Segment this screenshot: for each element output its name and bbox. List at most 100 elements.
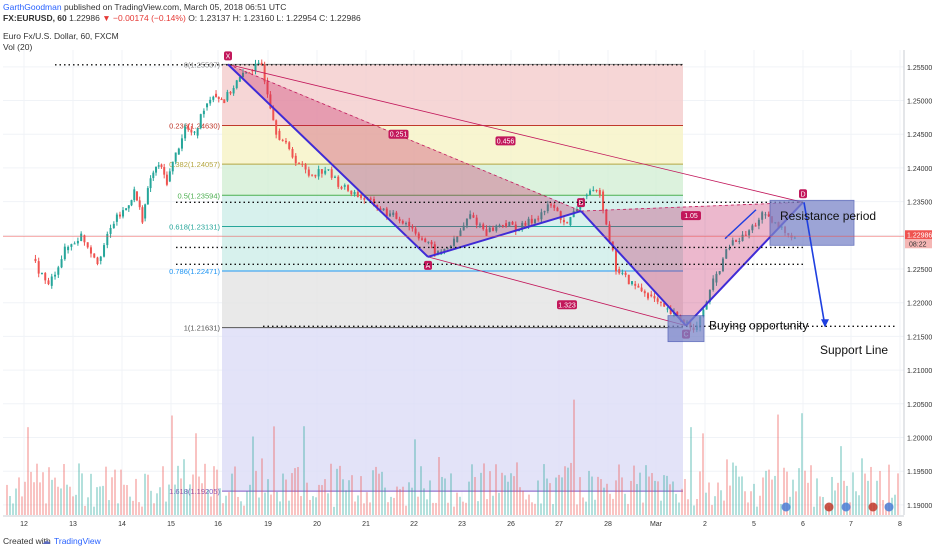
volume-bar bbox=[405, 505, 407, 515]
fib-level-label: 1.618(1.19205) bbox=[169, 487, 220, 496]
volume-bar bbox=[465, 502, 467, 515]
volume-bar bbox=[447, 502, 449, 515]
candle bbox=[653, 296, 656, 299]
volume-bar bbox=[858, 495, 860, 515]
volume-bar bbox=[774, 475, 776, 515]
candle bbox=[498, 224, 501, 226]
pattern-line-xd bbox=[227, 63, 804, 203]
volume-bar bbox=[483, 463, 485, 515]
candle bbox=[63, 246, 66, 260]
volume-bar bbox=[147, 474, 149, 515]
pattern-ratio-badge bbox=[388, 129, 409, 139]
y-tick-label: 1.19500 bbox=[907, 469, 932, 476]
candle bbox=[537, 218, 540, 220]
volume-bar bbox=[702, 433, 704, 515]
volume-bar bbox=[429, 480, 431, 515]
volume-bar bbox=[438, 457, 440, 515]
volume-bar bbox=[6, 484, 8, 515]
volume-bar bbox=[480, 472, 482, 515]
candle bbox=[705, 301, 708, 310]
candle bbox=[527, 218, 530, 226]
volume-bar bbox=[135, 478, 137, 515]
volume-bar bbox=[27, 427, 29, 515]
pattern-line-ac bbox=[427, 256, 687, 327]
tradingview-brand[interactable]: TradingView bbox=[54, 536, 101, 546]
candle bbox=[562, 219, 565, 223]
volume-bar bbox=[327, 493, 329, 515]
x-tick-label: 21 bbox=[362, 521, 370, 528]
candle bbox=[637, 285, 640, 288]
volume-bar bbox=[843, 480, 845, 515]
candle bbox=[155, 166, 158, 173]
candle bbox=[398, 218, 401, 221]
volume-bar bbox=[648, 476, 650, 515]
volume-bar bbox=[519, 487, 521, 515]
symbol-label[interactable]: FX:EURUSD, 60 bbox=[3, 13, 67, 23]
volume-bar bbox=[240, 501, 242, 515]
candle bbox=[382, 208, 385, 211]
volume-bar bbox=[126, 485, 128, 515]
candle bbox=[157, 165, 160, 167]
fib-level-label: 0.382(1.24057) bbox=[169, 160, 220, 169]
pattern-ratio-label: 1.323 bbox=[558, 302, 576, 309]
volume-bar bbox=[771, 479, 773, 515]
candle bbox=[433, 244, 436, 254]
candle bbox=[257, 62, 260, 64]
author-link[interactable]: GarthGoodman bbox=[3, 2, 62, 12]
candle bbox=[575, 209, 578, 212]
candle bbox=[269, 94, 272, 109]
volume-bar bbox=[210, 496, 212, 515]
candle bbox=[621, 272, 624, 274]
x-tick-label: 8 bbox=[898, 521, 902, 528]
candle bbox=[392, 212, 395, 216]
x-tick-label: 27 bbox=[555, 521, 563, 528]
volume-bar bbox=[615, 480, 617, 515]
volume-bar bbox=[462, 501, 464, 515]
y-tick-label: 1.24000 bbox=[907, 166, 932, 173]
volume-bar bbox=[228, 492, 230, 515]
volume-bar bbox=[597, 476, 599, 515]
volume-bar bbox=[474, 477, 476, 515]
x-tick-label: 7 bbox=[849, 521, 853, 528]
volume-bar bbox=[822, 497, 824, 515]
volume-bar bbox=[396, 486, 398, 515]
volume-bar bbox=[393, 497, 395, 515]
candle bbox=[411, 226, 414, 229]
candle bbox=[229, 91, 232, 94]
candle bbox=[106, 233, 109, 246]
volume-bar bbox=[831, 476, 833, 515]
volume-bar bbox=[81, 473, 83, 515]
candle bbox=[199, 114, 202, 129]
pattern-ratio-badge bbox=[681, 211, 701, 221]
countdown-badge bbox=[905, 239, 932, 249]
candle bbox=[320, 169, 323, 174]
volume-bar bbox=[876, 480, 878, 515]
candle bbox=[118, 214, 121, 217]
candle bbox=[465, 218, 468, 226]
candle bbox=[514, 224, 517, 232]
volume-bar bbox=[633, 465, 635, 515]
volume-bar bbox=[90, 473, 92, 515]
volume-bar bbox=[681, 488, 683, 515]
candle bbox=[294, 155, 297, 164]
volume-bar bbox=[600, 479, 602, 515]
candle bbox=[96, 257, 99, 265]
volume-bar bbox=[93, 506, 95, 515]
volume-bar bbox=[354, 501, 356, 515]
candle bbox=[184, 126, 187, 139]
volume-bar bbox=[297, 467, 299, 515]
pattern-point-marker bbox=[799, 189, 807, 199]
candle bbox=[353, 191, 356, 195]
volume-bar bbox=[222, 503, 224, 515]
candle bbox=[634, 283, 637, 286]
volume-bar bbox=[660, 500, 662, 515]
volume-bar bbox=[123, 484, 125, 515]
volume-bar bbox=[552, 504, 554, 515]
volume-bar bbox=[423, 488, 425, 515]
volume-indicator-label[interactable]: Vol (20) bbox=[3, 42, 33, 52]
candle bbox=[174, 152, 177, 162]
y-tick-label: 1.25500 bbox=[907, 65, 932, 72]
pattern-ratio-badge bbox=[495, 136, 516, 146]
volume-bar bbox=[12, 503, 14, 515]
